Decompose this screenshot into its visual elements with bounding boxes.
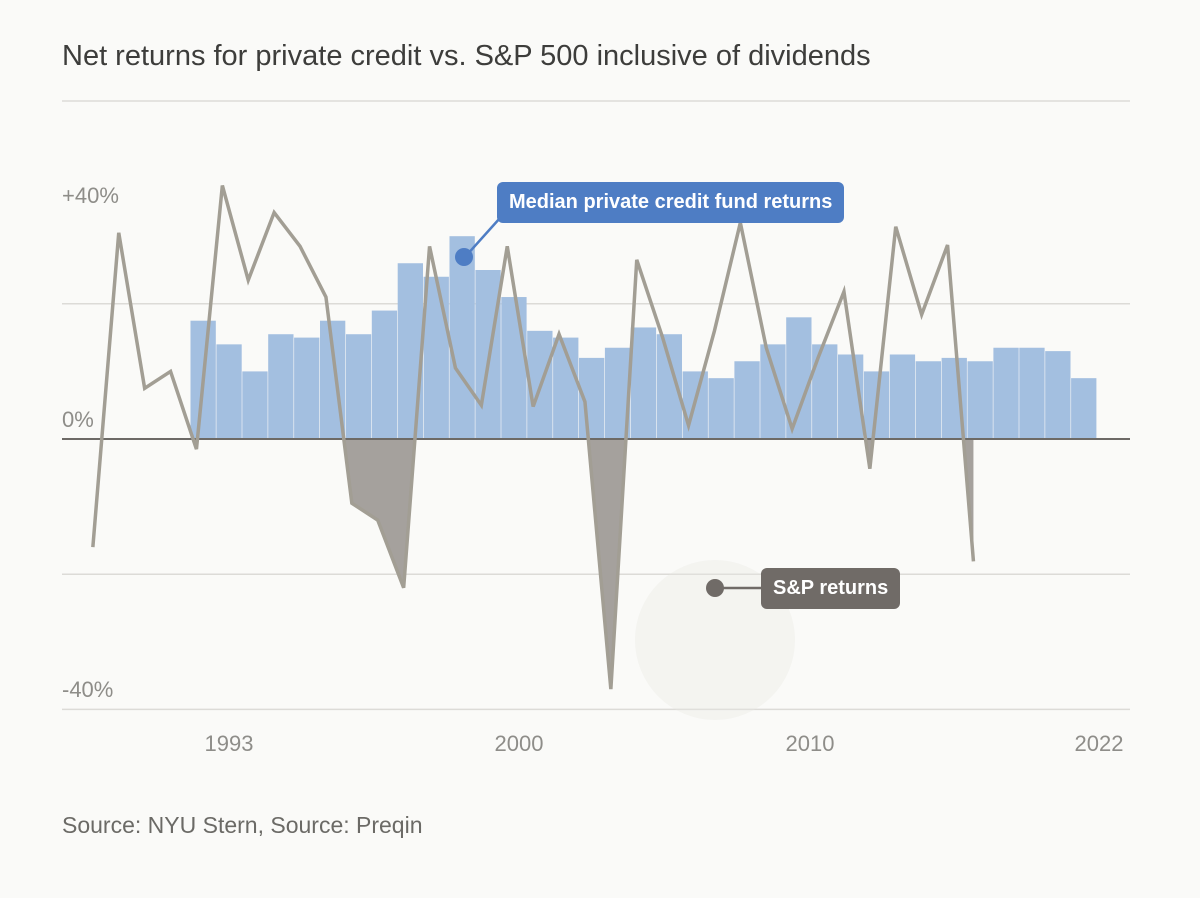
sp-line-series (91, 185, 976, 690)
bar-2022 (967, 361, 993, 439)
sp-negative-fill (92, 439, 974, 690)
bar-2009 (630, 327, 657, 439)
callout-private-credit: Median private credit fund returns (497, 182, 845, 223)
marker-private-credit (455, 248, 473, 266)
sp-negative-area (588, 439, 626, 690)
x-tick-label: 2022 (1075, 731, 1124, 756)
bar-1994 (242, 371, 268, 439)
bar-2000 (397, 263, 423, 439)
callout-leaders (455, 217, 795, 720)
x-tick-label: 2010 (786, 731, 835, 756)
bar-1993 (216, 344, 242, 439)
bar-1995 (268, 334, 294, 439)
bar-2002 (449, 236, 475, 439)
bar-1999 (371, 310, 398, 439)
bar-1996 (294, 337, 320, 439)
bar-2023 (993, 347, 1019, 439)
sp-negative-area (343, 439, 415, 588)
bar-2001 (423, 276, 449, 439)
bar-2004 (501, 297, 527, 439)
y-tick-label: -40% (62, 677, 113, 702)
y-tick-label: 0% (62, 407, 94, 432)
y-axis-ticks: +40% 0% -40% (62, 183, 119, 702)
bar-2012 (708, 378, 734, 439)
x-tick-label: 2000 (495, 731, 544, 756)
bar-1998 (345, 334, 372, 439)
leader-line-blue (464, 217, 501, 258)
marker-halo (635, 560, 795, 720)
x-tick-label: 1993 (205, 731, 254, 756)
source-note: Source: NYU Stern, Source: Preqin (62, 812, 423, 838)
x-axis-ticks: 1993 2000 2010 2022 (205, 731, 1124, 756)
bar-2019 (889, 354, 916, 439)
y-tick-label: +40% (62, 183, 119, 208)
marker-sp-returns (706, 579, 724, 597)
bar-2016 (812, 344, 838, 439)
bar-2024 (1019, 347, 1045, 439)
bar-2013 (734, 361, 760, 439)
bar-series (190, 236, 1097, 439)
bar-2026 (1071, 378, 1097, 439)
callout-sp-returns: S&P returns (761, 568, 901, 609)
bar-2025 (1045, 351, 1071, 439)
bar-2020 (915, 361, 941, 439)
grid-lines (62, 100, 1130, 711)
chart-title: Net returns for private credit vs. S&P 5… (62, 40, 871, 72)
sp-returns-line (91, 185, 976, 690)
